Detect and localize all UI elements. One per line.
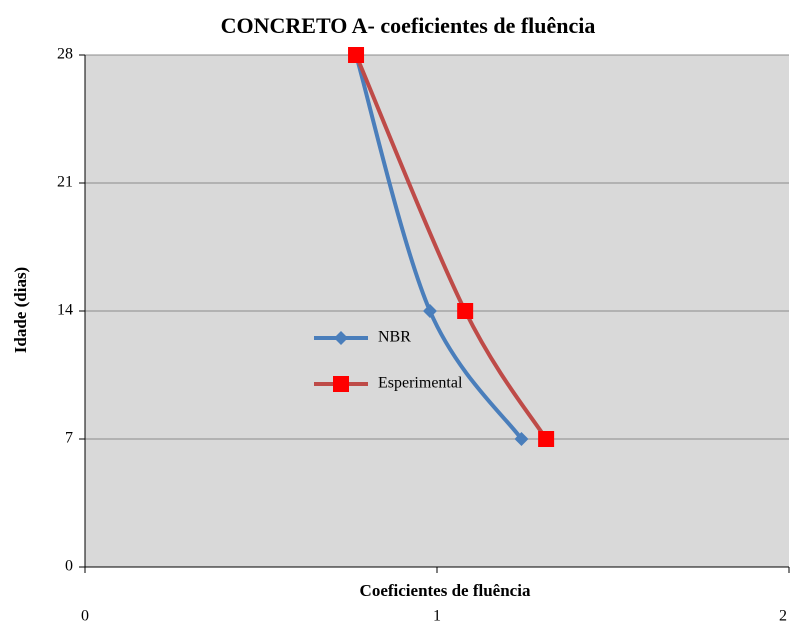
y-axis-label: Idade (dias) bbox=[11, 267, 30, 353]
x-tick-label: 0 bbox=[81, 608, 89, 625]
data-point bbox=[422, 304, 437, 318]
data-point bbox=[514, 432, 529, 446]
y-tick-label: 21 bbox=[57, 174, 73, 191]
y-tick-label: 28 bbox=[57, 46, 73, 63]
legend-marker bbox=[333, 376, 349, 392]
x-tick-label: 1 bbox=[433, 608, 441, 625]
legend-label: NBR bbox=[378, 329, 411, 346]
data-point bbox=[538, 431, 555, 447]
legend-marker bbox=[334, 331, 348, 345]
x-tick-label: 2 bbox=[779, 608, 787, 625]
y-tick-label: 0 bbox=[65, 558, 73, 575]
legend-label: Esperimental bbox=[378, 375, 463, 392]
y-tick-label: 14 bbox=[57, 302, 73, 319]
x-axis-label: Coeficientes de fluência bbox=[360, 581, 531, 600]
series-line bbox=[354, 54, 524, 441]
chart-title: CONCRETO A- coeficientes de fluência bbox=[221, 13, 596, 38]
data-point bbox=[348, 47, 365, 63]
y-tick-label: 7 bbox=[65, 430, 73, 447]
series-line bbox=[354, 54, 548, 441]
data-point bbox=[457, 303, 474, 319]
